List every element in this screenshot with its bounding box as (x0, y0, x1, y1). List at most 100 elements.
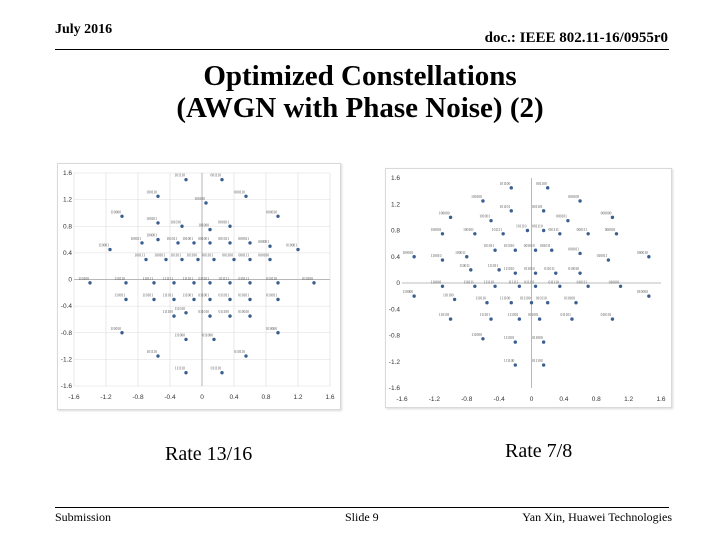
constellation-chart-rate-7-8: -1.6 -1.2 -0.8 -0.4 0 0.4 0.8 1.2 1.6 1.6 1.2 0.8 0.… (385, 168, 672, 408)
rate-13-16-point-label: 101100 (186, 254, 197, 258)
rate-7-8-constellation-point (452, 297, 457, 302)
rate-13-16-point-label: 111111 (163, 277, 173, 281)
rate-7-8-point-label: 010000 (637, 290, 648, 294)
rate-7-8-point-label: 111010 (504, 267, 515, 271)
rate-13-16-point-label: 111100 (163, 310, 174, 314)
rate-7-8-point-label: 110000 (402, 290, 413, 294)
rate-7-8-point-label: 000000 (601, 211, 612, 215)
rate-13-16-point-label: 010111 (238, 277, 249, 281)
rate-7-8-constellation-point (485, 300, 489, 305)
rate-13-16-constellation-point (140, 241, 144, 245)
rate-7-8-point-label: 011110 (548, 280, 559, 284)
rate-13-16-point-label: 100111 (134, 254, 145, 258)
rate-13-16-point-label: 011001 (198, 293, 209, 297)
rate-13-16-point-label: 101010 (170, 220, 181, 224)
rate-7-8-constellation-point (537, 317, 542, 321)
rate-13-16-x-tick-label: 0 (200, 394, 204, 401)
rate-7-8-point-label: 011001 (528, 313, 539, 317)
rate-7-8-point-label: 111111 (508, 280, 518, 284)
rate-13-16-point-label: 101000 (198, 224, 209, 228)
rate-7-8-constellation-point (541, 340, 546, 344)
rate-7-8-constellation-point (545, 300, 550, 305)
footer-slide-number: Slide 9 (345, 510, 379, 524)
rate-13-16-point-label: 001110 (210, 174, 221, 178)
rate-13-16-constellation-point (172, 297, 176, 302)
rate-7-8-point-label: 110011 (459, 264, 470, 268)
rate-7-8-constellation-point (614, 232, 619, 236)
rate-13-16-constellation-point (152, 281, 156, 285)
rate-13-16-constellation-point (120, 214, 124, 218)
rate-7-8-constellation-point (618, 284, 623, 288)
rate-7-8-constellation-point (554, 271, 558, 275)
rate-13-16-constellation-point (180, 257, 184, 262)
rate-13-16-constellation-point (192, 241, 196, 245)
rate-7-8-point-label: 011100 (520, 297, 531, 301)
header-date: July 2016 (55, 22, 113, 37)
rate-7-8-point-label: 101001 (479, 215, 490, 219)
rate-13-16-point-label: 101110 (174, 174, 185, 178)
rate-13-16-constellation-point (228, 224, 232, 228)
rate-7-8-constellation-point (525, 228, 530, 233)
rate-13-16-constellation-point (88, 281, 92, 285)
rate-7-8-y-tick-label: -0.4 (389, 306, 401, 313)
rate-7-8-constellation-point (448, 317, 453, 321)
rate-7-8-point-label: 001010 (524, 244, 535, 248)
rate-7-8-point-label: 111100 (500, 297, 511, 301)
rate-7-8-point-label: 001011 (540, 244, 551, 248)
rate-13-16-constellation-point (228, 281, 232, 285)
rate-13-16-point-label: 001100 (222, 254, 233, 258)
rate-7-8-constellation-point (513, 271, 518, 275)
rate-13-16-point-label: 011100 (218, 310, 229, 314)
rate-7-8-point-label: 100001 (431, 228, 442, 232)
rate-7-8-point-label: 010111 (577, 280, 588, 284)
rate-7-8-constellation-point (533, 271, 538, 275)
rate-7-8-constellation-point (497, 268, 501, 272)
rate-7-8-point-label: 000010 (637, 251, 648, 255)
slide-title: Optimized Constellations (AWGN with Phas… (0, 60, 720, 124)
rate-13-16-point-label: 100101 (154, 254, 165, 258)
rate-7-8-constellation-point (578, 251, 582, 256)
rate-13-16-constellation-point (220, 177, 224, 182)
rate-7-8-x-tick-label: -0.4 (494, 396, 506, 403)
rate-7-8-constellation-point (610, 215, 615, 220)
rate-7-8-constellation-point (578, 271, 582, 275)
rate-7-8-point-label: 100000 (439, 211, 450, 215)
rate-7-8-constellation-point (509, 209, 513, 213)
rate-7-8-constellation-point (541, 209, 546, 213)
rate-7-8-point-label: 011100 (532, 359, 543, 363)
rate-7-8-point-label: 111001 (508, 313, 519, 317)
rate-13-16-point-label: 010110 (266, 277, 277, 281)
rate-13-16-y-tick-label: 1.6 (63, 170, 72, 177)
rate-7-8-constellation-point (469, 268, 473, 272)
rate-13-16-point-label: 000101 (218, 220, 229, 224)
rate-13-16-point-label: 001101 (202, 254, 213, 258)
rate-7-8-point-label: 001100 (536, 182, 547, 186)
rate-13-16-constellation-point (176, 241, 180, 245)
rate-7-8-point-label: 100010 (402, 251, 413, 255)
rate-13-16-constellation-point (144, 257, 148, 262)
rate-7-8-point-label: 010001 (609, 280, 620, 284)
rate-13-16-point-label: 011111 (219, 277, 229, 281)
rate-13-16-constellation-point (244, 194, 248, 198)
rate-7-8-constellation-point (481, 337, 485, 341)
rate-13-16-point-label: 011000 (202, 333, 213, 337)
rate-13-16-x-tick-label: -1.6 (68, 394, 80, 401)
rate-7-8-x-tick-label: 1.2 (624, 396, 633, 403)
rate-13-16-point-label: 110000 (110, 210, 121, 214)
rate-7-8-constellation-point (513, 340, 518, 344)
constellation-chart-rate-13-16: -1.6 -1.2 -0.8 -0.4 0 0.4 0.8 1.2 1.6 1.6 1.2 0.8 0.… (57, 163, 341, 410)
rate-caption-7-8: Rate 7/8 (505, 440, 573, 462)
rate-13-16-constellation-point (248, 241, 252, 245)
rate-13-16-constellation-point (276, 331, 280, 335)
rate-7-8-constellation-point (647, 255, 651, 259)
rate-caption-13-16: Rate 13/16 (165, 443, 253, 465)
rate-7-8-point-label: 111000 (471, 333, 482, 337)
rate-13-16-y-tick-label: -1.2 (61, 356, 73, 363)
rate-13-16-constellation-point (156, 354, 160, 358)
rate-13-16-y-tick-label: 0.4 (63, 250, 72, 257)
rate-13-16-constellation-point (268, 244, 272, 248)
rate-7-8-y-tick-label: 1.6 (391, 175, 400, 182)
constellation-plot-rate-7-8: -1.6 -1.2 -0.8 -0.4 0 0.4 0.8 1.2 1.6 1.6 1.2 0.8 0.… (389, 175, 666, 403)
rate-13-16-point-label: 011010 (198, 310, 209, 314)
rate-7-8-constellation-point (610, 317, 615, 321)
